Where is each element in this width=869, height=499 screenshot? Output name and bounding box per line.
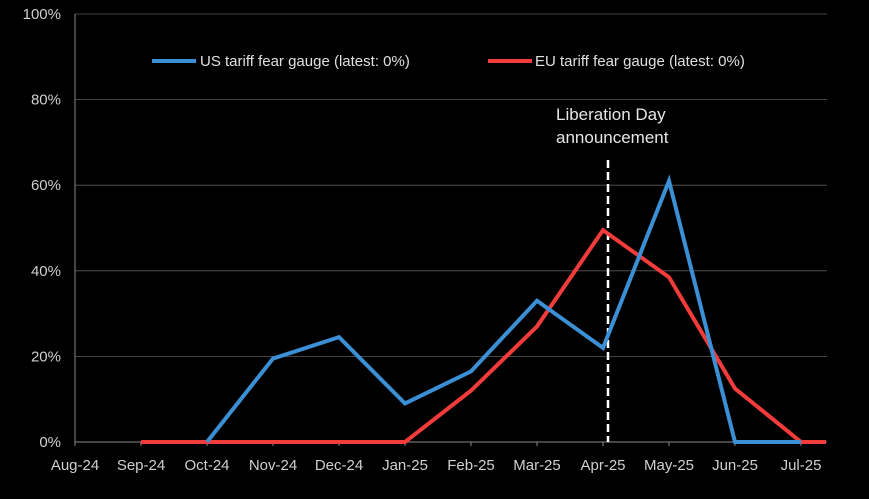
annotation-text-line2: announcement <box>556 128 669 147</box>
x-tick-label: May-25 <box>644 457 694 474</box>
gridlines <box>75 13 827 357</box>
x-tick-label: Dec-24 <box>315 457 363 474</box>
annotation: Liberation Day announcement <box>556 105 669 442</box>
x-tick-label: Sep-24 <box>117 457 165 474</box>
y-tick-label: 0% <box>39 434 61 451</box>
x-tick-label: Jun-25 <box>712 457 758 474</box>
y-tick-labels: 0% 20% 40% 60% 80% 100% <box>23 6 61 451</box>
series-line-us <box>205 174 801 444</box>
annotation-text-line1: Liberation Day <box>556 105 666 124</box>
x-tick-label: Jul-25 <box>781 457 822 474</box>
legend: US tariff fear gauge (latest: 0%) EU tar… <box>152 53 745 70</box>
x-tick-labels: Aug-24 Sep-24 Oct-24 Nov-24 Dec-24 Jan-25 Feb-… <box>51 457 822 474</box>
x-tick-label: Jan-25 <box>382 457 428 474</box>
y-tick-label: 40% <box>31 263 61 280</box>
y-tick-label: 100% <box>23 6 61 23</box>
y-tick-label: 20% <box>31 348 61 365</box>
series-lines <box>141 174 826 444</box>
legend-label-us: US tariff fear gauge (latest: 0%) <box>200 53 410 70</box>
x-tick-label: Nov-24 <box>249 457 297 474</box>
x-tick-label: Oct-24 <box>184 457 229 474</box>
y-tick-label: 80% <box>31 92 61 109</box>
x-tick-label: Feb-25 <box>447 457 495 474</box>
y-tick-label: 60% <box>31 177 61 194</box>
x-tick-label: Mar-25 <box>513 457 561 474</box>
series-line-eu <box>141 227 826 444</box>
x-tick-label: Apr-25 <box>580 457 625 474</box>
x-tick-label: Aug-24 <box>51 457 99 474</box>
legend-label-eu: EU tariff fear gauge (latest: 0%) <box>535 53 745 70</box>
